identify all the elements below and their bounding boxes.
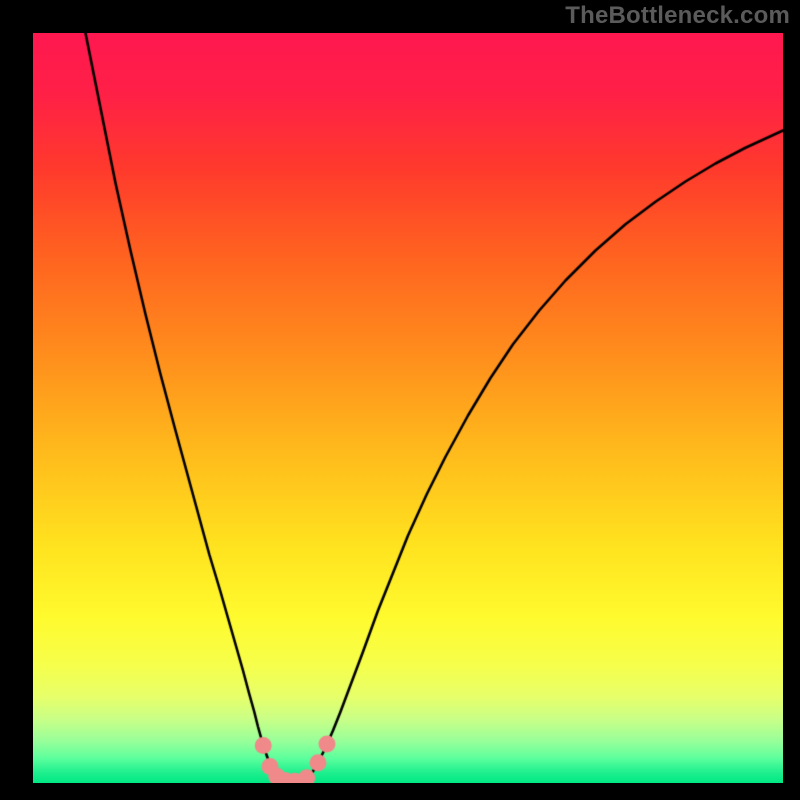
plot-area bbox=[33, 33, 783, 783]
watermark-text: TheBottleneck.com bbox=[565, 2, 790, 30]
bottleneck-curve-chart bbox=[33, 33, 783, 783]
chart-frame: TheBottleneck.com bbox=[0, 0, 800, 800]
